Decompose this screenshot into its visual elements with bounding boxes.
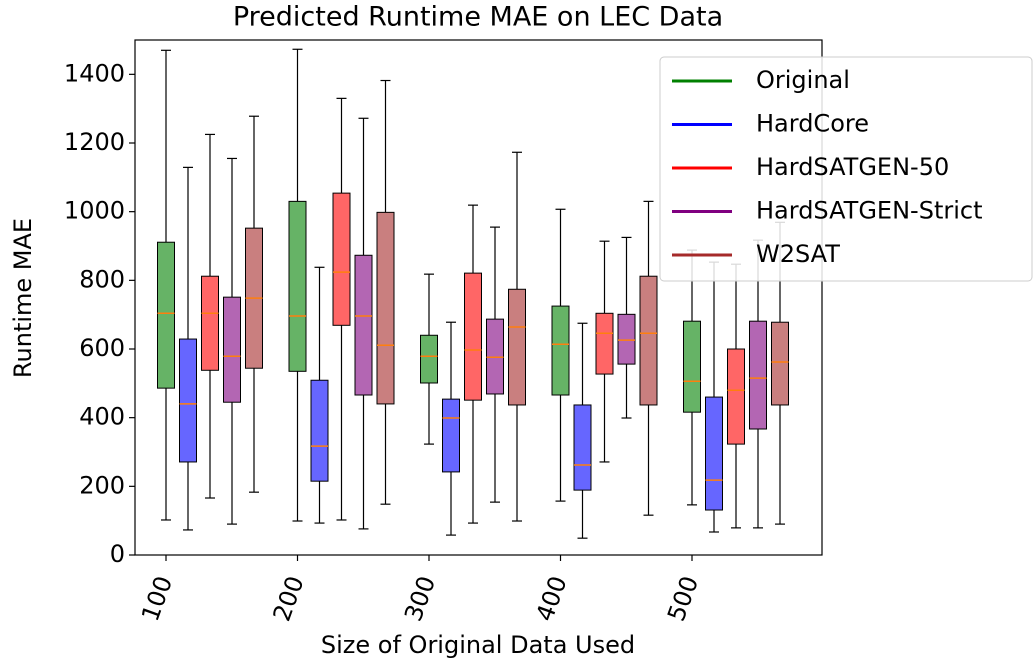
box (551, 305, 570, 396)
legend-label: HardCore (756, 110, 869, 138)
x-tick-label: 300 (399, 572, 441, 625)
box (573, 404, 592, 491)
x-tick-label: 400 (531, 572, 573, 625)
box (201, 275, 219, 371)
x-tick-label: 100 (136, 572, 178, 625)
box (157, 241, 175, 389)
box (288, 200, 307, 372)
legend-label: HardSATGEN-50 (756, 153, 949, 181)
legend-label: Original (756, 66, 850, 94)
y-tick-label: 0 (110, 540, 125, 568)
y-tick-label: 600 (79, 334, 125, 362)
legend-label: HardSATGEN-Strict (756, 197, 983, 225)
x-tick-label: 200 (268, 572, 310, 625)
box (705, 396, 723, 511)
box (179, 338, 197, 463)
y-tick-label: 400 (79, 403, 125, 431)
box (683, 320, 701, 413)
box (771, 321, 789, 406)
y-tick-label: 1000 (64, 197, 125, 225)
box (354, 254, 373, 396)
box (639, 275, 658, 406)
plot-frame (134, 39, 823, 556)
y-axis-label: Runtime MAE (9, 218, 37, 378)
x-axis-label: Size of Original Data Used (321, 631, 635, 659)
y-tick-label: 1200 (64, 128, 125, 156)
box (332, 192, 351, 326)
x-tick-label: 500 (662, 572, 704, 625)
legend-box (659, 56, 1033, 282)
y-tick-label: 200 (79, 471, 125, 499)
y-tick-label: 800 (79, 265, 125, 293)
y-tick-label: 1400 (64, 59, 125, 87)
box (442, 398, 460, 473)
box (376, 211, 395, 405)
box (727, 348, 745, 445)
box (464, 272, 482, 401)
box (749, 320, 767, 430)
box (310, 379, 329, 482)
box (420, 334, 438, 384)
box (617, 313, 636, 365)
box (595, 312, 614, 375)
box (223, 296, 241, 403)
chart-title: Predicted Runtime MAE on LEC Data (233, 2, 723, 33)
legend-label: W2SAT (756, 240, 840, 268)
box (508, 288, 526, 406)
